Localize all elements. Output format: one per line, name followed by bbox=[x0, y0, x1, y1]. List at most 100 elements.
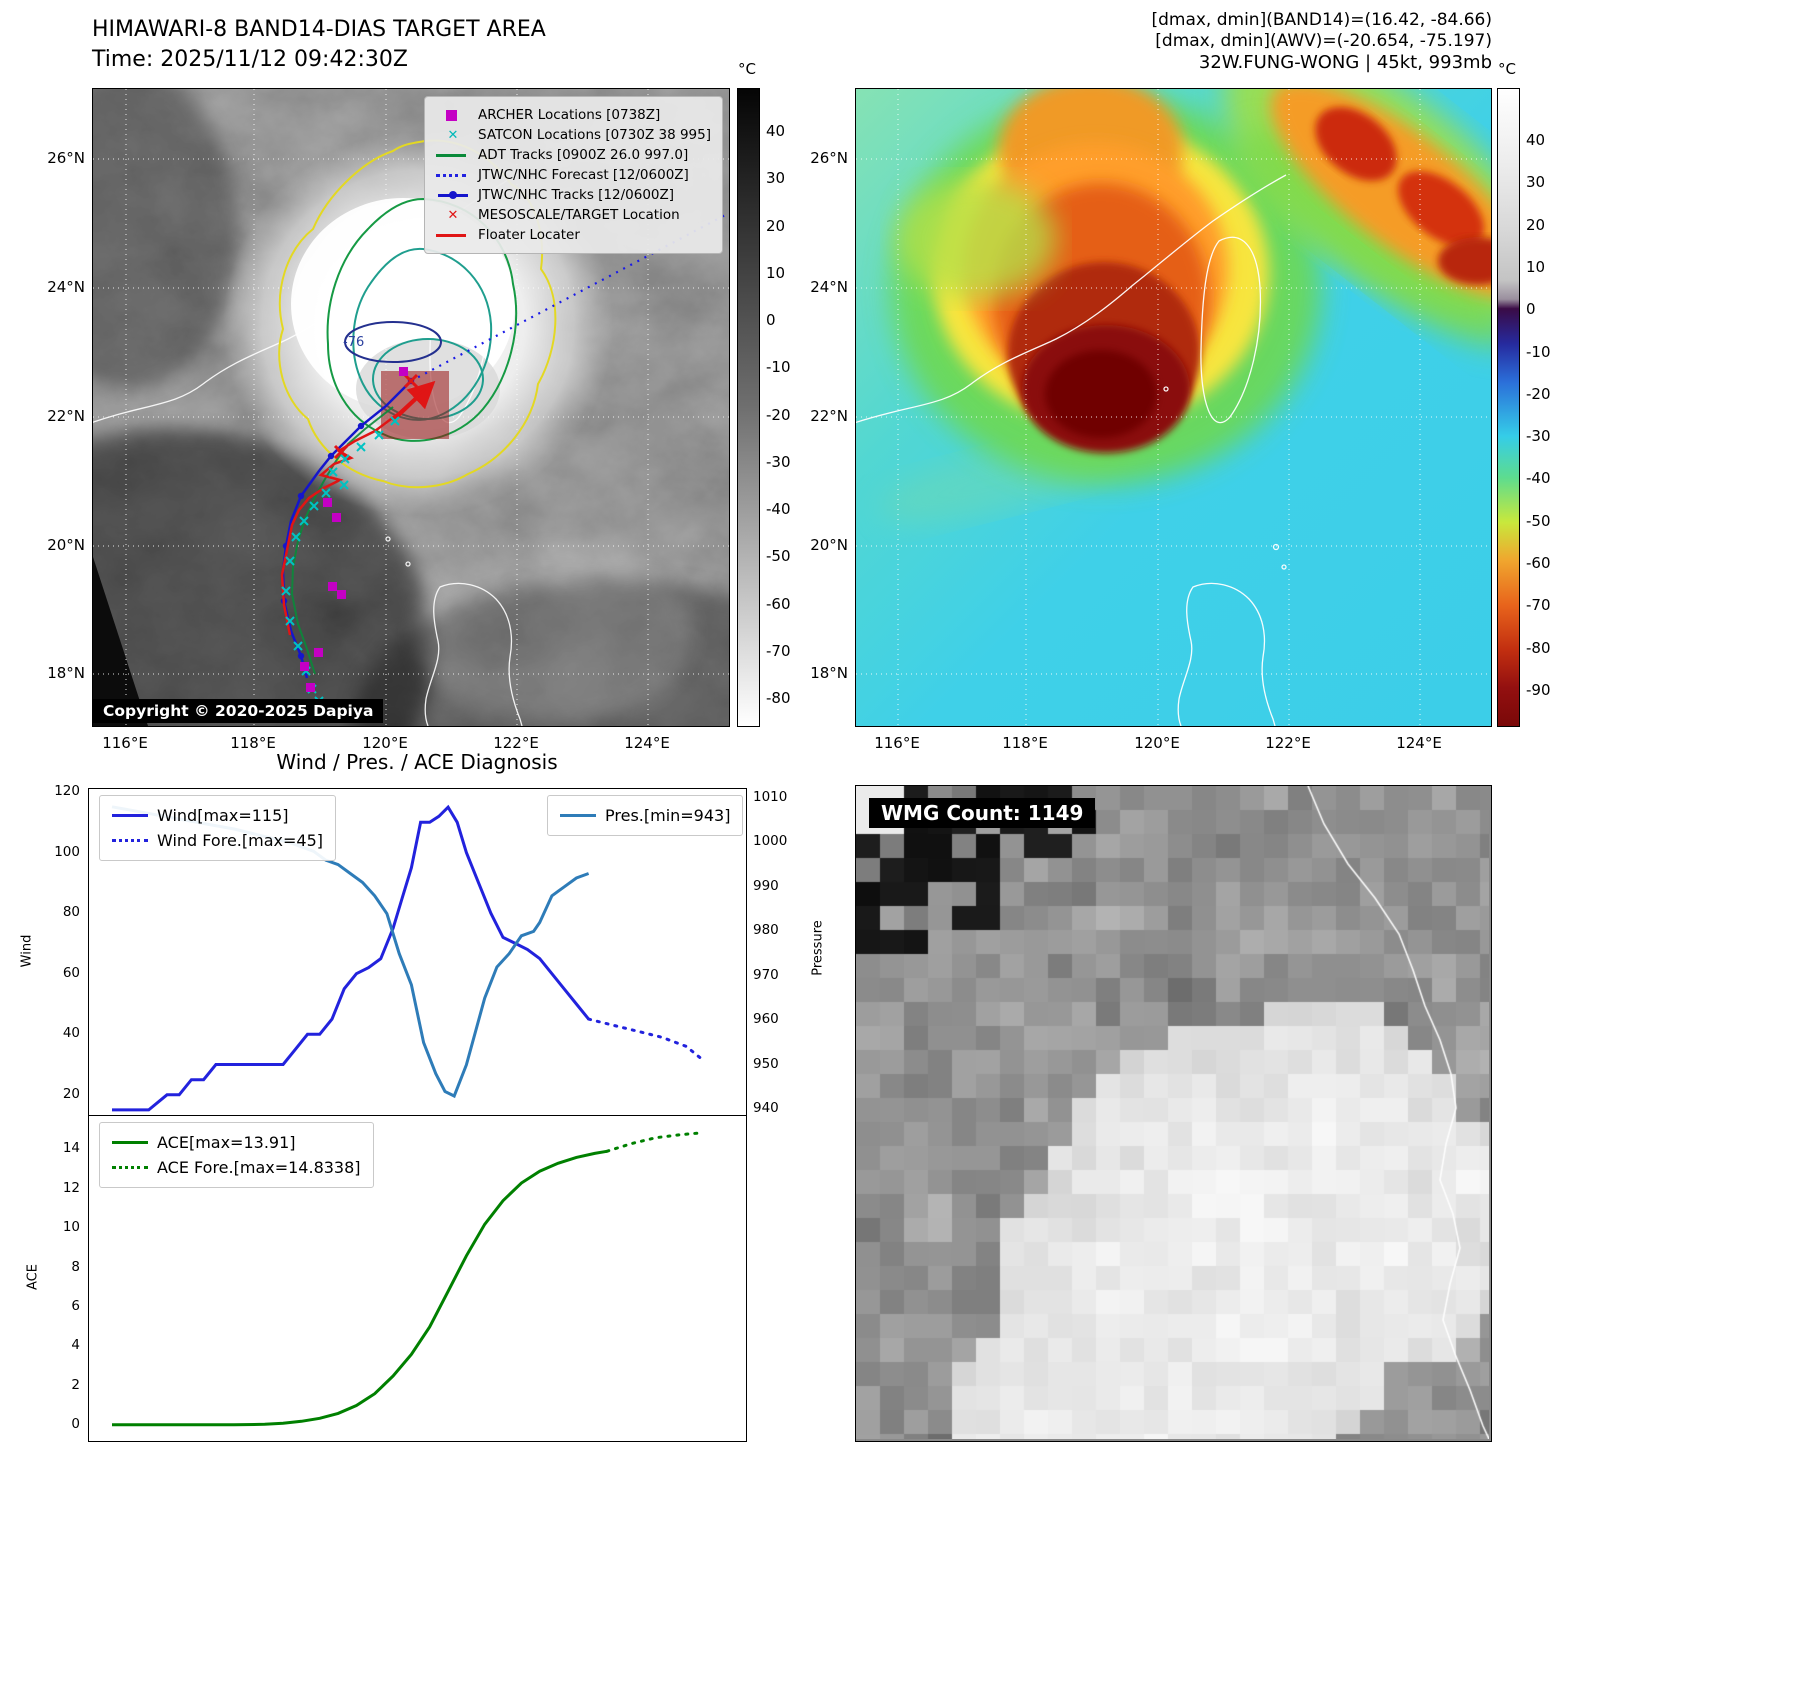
tick-label: 4 bbox=[71, 1337, 80, 1354]
tick-label: 20°N bbox=[47, 536, 85, 554]
green-line-icon bbox=[436, 148, 470, 162]
tick-label: 60 bbox=[62, 964, 80, 981]
pressure-legend-box: Pres.[min=943] bbox=[547, 795, 744, 836]
mesoscale-x-markers bbox=[333, 373, 419, 460]
tick-label: 26°N bbox=[810, 149, 848, 167]
wind-legend-box: Wind[max=115] Wind Fore.[max=45] bbox=[99, 795, 336, 861]
tick-label: 100 bbox=[54, 843, 80, 860]
blue-dotted-icon bbox=[436, 168, 470, 182]
tick-label: 26°N bbox=[47, 149, 85, 167]
tick-label: 120°E bbox=[1134, 734, 1180, 752]
legend-label: JTWC/NHC Forecast [12/0600Z] bbox=[478, 167, 689, 183]
legend-item: JTWC/NHC Forecast [12/0600Z] bbox=[436, 165, 711, 185]
tick-label: 20 bbox=[766, 216, 786, 235]
tick-label: -10 bbox=[766, 358, 791, 377]
tick-label: -40 bbox=[766, 500, 791, 518]
tick-label: 990 bbox=[753, 877, 779, 894]
tick-label: -70 bbox=[1526, 596, 1551, 615]
tick-label: 116°E bbox=[874, 734, 920, 752]
tick-label: 24°N bbox=[810, 278, 848, 296]
legend-item: ✕ MESOSCALE/TARGET Location bbox=[436, 205, 711, 225]
wind-forecast-line-icon bbox=[112, 839, 148, 842]
tick-label: 24°N bbox=[47, 278, 85, 296]
frontal-cloud-band bbox=[1223, 89, 1491, 349]
tick-label: 30 bbox=[766, 169, 786, 188]
copyright-notice: Copyright © 2020-2025 Dapiya bbox=[93, 699, 384, 723]
awv-header-line1: [dmax, dmin](BAND14)=(16.42, -84.66) bbox=[1151, 10, 1492, 30]
legend-label: Floater Locater bbox=[478, 227, 580, 243]
tick-label: -20 bbox=[1526, 384, 1551, 403]
awv-map-panel bbox=[855, 88, 1492, 727]
tick-label: 122°E bbox=[1265, 734, 1311, 752]
wind-axis-label: Wind bbox=[19, 934, 35, 968]
tick-label: -10 bbox=[1526, 342, 1551, 361]
tick-label: 30 bbox=[1526, 173, 1546, 192]
tick-label: 0 bbox=[766, 311, 776, 329]
band14-legend: ARCHER Locations [0738Z] ✕ SATCON Location… bbox=[424, 96, 723, 254]
latlon-grid bbox=[856, 89, 1491, 726]
ace-legend-label: ACE[max=13.91] bbox=[157, 1133, 296, 1152]
tick-label: 20°N bbox=[810, 536, 848, 554]
tick-label: 122°E bbox=[493, 734, 539, 752]
tick-label: 1000 bbox=[753, 833, 788, 850]
pressure-axis-label: Pressure bbox=[810, 920, 826, 976]
series-line bbox=[112, 1149, 608, 1427]
tick-label: -50 bbox=[766, 547, 791, 566]
magenta-square-icon bbox=[436, 108, 470, 122]
tick-label: 116°E bbox=[102, 734, 148, 752]
legend-label: JTWC/NHC Tracks [12/0600Z] bbox=[478, 187, 675, 203]
band14-colorbar-unit: °C bbox=[738, 60, 756, 78]
legend-label: SATCON Locations [0730Z 38 995] bbox=[478, 127, 711, 143]
tick-label: -60 bbox=[766, 594, 791, 613]
wmg-count-badge: WMG Count: 1149 bbox=[869, 798, 1096, 828]
tick-label: 940 bbox=[753, 1100, 779, 1117]
tick-label: 20 bbox=[1526, 215, 1546, 234]
tick-label: 0 bbox=[1526, 300, 1536, 319]
target-area-box bbox=[381, 371, 449, 439]
wind-line-icon bbox=[112, 814, 148, 817]
tick-label: 8 bbox=[71, 1258, 80, 1275]
floater-track bbox=[280, 388, 426, 636]
tick-label: 120 bbox=[54, 783, 80, 800]
tick-label: 10 bbox=[766, 263, 786, 282]
legend-label: ADT Tracks [0900Z 26.0 997.0] bbox=[478, 147, 689, 163]
tick-label: 970 bbox=[753, 966, 779, 983]
band14-title: HIMAWARI-8 BAND14-DIAS TARGET AREA bbox=[92, 17, 546, 42]
wmg-panel: WMG Count: 1149 bbox=[855, 785, 1492, 1442]
tick-label: 980 bbox=[753, 922, 779, 939]
tick-label: 40 bbox=[766, 122, 786, 140]
awv-colorbar bbox=[1497, 88, 1520, 727]
ace-line-icon bbox=[112, 1141, 148, 1144]
tick-label: 40 bbox=[62, 1025, 80, 1042]
awv-colorbar-unit: °C bbox=[1498, 60, 1516, 78]
tick-label: -20 bbox=[766, 405, 791, 424]
tick-label: 22°N bbox=[810, 407, 848, 425]
tick-label: 124°E bbox=[1396, 734, 1442, 752]
tick-label: 950 bbox=[753, 1055, 779, 1072]
jtwc-track bbox=[281, 380, 412, 679]
red-x-icon: ✕ bbox=[447, 207, 459, 223]
coastlines bbox=[856, 174, 1287, 726]
awv-header: [dmax, dmin](BAND14)=(16.42, -84.66) [dm… bbox=[1151, 10, 1492, 73]
series-line bbox=[112, 804, 590, 1112]
tick-label: 120°E bbox=[362, 734, 408, 752]
storm-core-blob bbox=[891, 89, 1321, 484]
tick-label: -30 bbox=[766, 452, 791, 471]
tick-label: -30 bbox=[1526, 427, 1551, 446]
archer-markers bbox=[300, 367, 408, 692]
legend-item: ARCHER Locations [0738Z] bbox=[436, 105, 711, 125]
tick-label: -90 bbox=[1526, 680, 1551, 699]
legend-item: JTWC/NHC Tracks [12/0600Z] bbox=[436, 185, 711, 205]
legend-label: ARCHER Locations [0738Z] bbox=[478, 107, 661, 123]
satcon-markers bbox=[281, 416, 400, 706]
contour-label: -76 bbox=[343, 335, 365, 350]
tick-label: -50 bbox=[1526, 511, 1551, 530]
tick-label: 12 bbox=[62, 1179, 80, 1196]
tick-label: 18°N bbox=[47, 664, 85, 682]
ace-axis-label: ACE bbox=[25, 1264, 41, 1290]
legend-label: MESOSCALE/TARGET Location bbox=[478, 207, 680, 223]
band14-colorbar bbox=[737, 88, 760, 727]
storm-id-line: 32W.FUNG-WONG | 45kt, 993mb bbox=[1198, 52, 1492, 73]
wind-forecast-legend-label: Wind Fore.[max=45] bbox=[157, 831, 323, 850]
